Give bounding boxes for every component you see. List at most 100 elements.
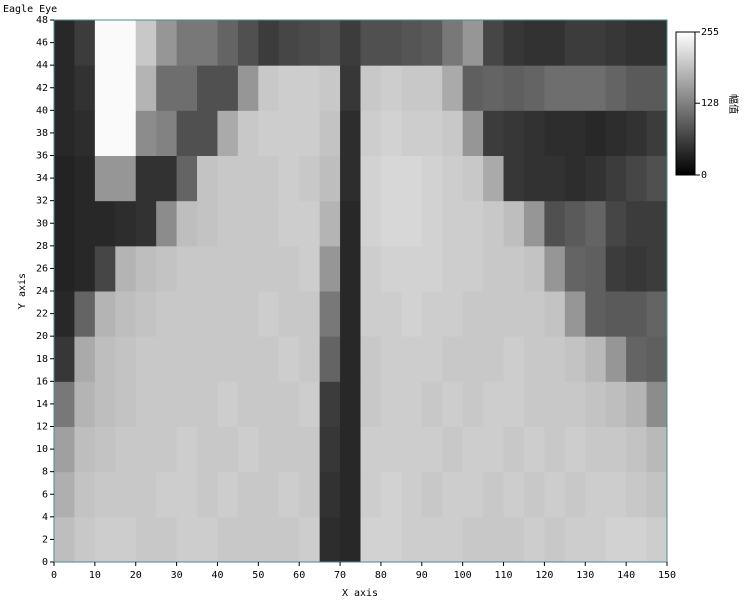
heat-cell	[442, 426, 464, 473]
heat-cell	[278, 426, 300, 473]
heat-cell	[523, 516, 545, 563]
y-tick-label: 6	[42, 489, 48, 500]
heat-cell	[319, 245, 341, 292]
heat-cell	[299, 291, 321, 337]
heat-cell	[421, 381, 443, 427]
heat-cell	[299, 110, 321, 156]
heat-cell	[94, 65, 116, 111]
heat-cell	[585, 200, 607, 247]
heat-cell	[278, 20, 300, 66]
heat-cell	[564, 110, 586, 156]
heat-cell	[278, 381, 300, 427]
heat-cell	[54, 200, 75, 247]
heat-cell	[523, 381, 545, 427]
heat-cell	[115, 381, 137, 427]
heat-cell	[646, 110, 668, 156]
heat-cell	[503, 65, 525, 111]
heat-cell	[544, 516, 566, 563]
heat-cell	[319, 516, 341, 563]
heat-cell	[340, 291, 361, 337]
heat-cell	[217, 471, 239, 518]
heat-cell	[523, 291, 545, 337]
heat-cell	[278, 200, 300, 247]
heat-cell	[585, 245, 607, 292]
heat-cell	[503, 20, 525, 66]
heat-cell	[176, 336, 198, 382]
heat-cell	[483, 155, 505, 202]
y-tick-label: 40	[36, 105, 48, 116]
heat-cell	[340, 20, 361, 66]
heat-cell	[156, 516, 178, 563]
heat-cell	[564, 471, 586, 518]
heat-cell	[74, 155, 96, 202]
y-tick-label: 8	[42, 467, 48, 478]
heat-cell	[503, 471, 525, 518]
heat-cell	[197, 20, 218, 66]
heat-cell	[54, 155, 75, 202]
heat-cell	[585, 516, 607, 563]
heat-cell	[176, 291, 198, 337]
heat-cell	[626, 65, 648, 111]
heat-cell	[94, 471, 116, 518]
heat-cell	[585, 291, 607, 337]
heat-cell	[135, 110, 157, 156]
heat-cell	[299, 516, 321, 563]
heat-cell	[340, 516, 361, 563]
y-tick-label: 0	[42, 557, 48, 568]
heat-cell	[319, 65, 341, 111]
heat-cell	[115, 65, 137, 111]
heat-cell	[299, 336, 321, 382]
heat-cell	[626, 516, 648, 563]
heat-cell	[462, 20, 484, 66]
heat-cell	[605, 245, 627, 292]
heat-cell	[176, 110, 198, 156]
heat-cell	[585, 426, 607, 473]
heat-cell	[115, 155, 137, 202]
heat-cell	[626, 110, 648, 156]
heat-cell	[340, 245, 361, 292]
heat-cell	[483, 110, 505, 156]
heat-cell	[176, 516, 198, 563]
y-tick-label: 12	[36, 422, 48, 433]
heat-cell	[197, 426, 218, 473]
heat-cell	[483, 516, 505, 563]
heat-cell	[258, 155, 280, 202]
heat-cell	[217, 291, 239, 337]
heat-cell	[605, 381, 627, 427]
heat-cell	[442, 381, 464, 427]
x-tick-label: 110	[495, 570, 513, 581]
heat-cell	[217, 381, 239, 427]
y-tick-label: 28	[36, 241, 48, 252]
heat-cell	[360, 291, 382, 337]
heat-cell	[94, 336, 116, 382]
heat-cell	[54, 516, 75, 563]
heat-cell	[278, 516, 300, 563]
heat-cell	[360, 20, 382, 66]
heat-cell	[217, 336, 239, 382]
heat-cell	[421, 110, 443, 156]
heat-cell	[380, 65, 402, 111]
heat-cell	[462, 426, 484, 473]
heat-cell	[503, 426, 525, 473]
heat-cell	[646, 471, 668, 518]
heat-cell	[299, 245, 321, 292]
heat-cell	[360, 336, 382, 382]
colorbar-tick-label: 128	[701, 98, 719, 109]
heat-cell	[442, 245, 464, 292]
heat-cell	[380, 245, 402, 292]
heat-cell	[605, 155, 627, 202]
heat-cell	[503, 516, 525, 563]
heat-cell	[626, 336, 648, 382]
y-tick-label: 30	[36, 218, 48, 229]
heat-cell	[646, 65, 668, 111]
heat-cell	[626, 155, 648, 202]
heat-cell	[135, 65, 157, 111]
heat-cell	[115, 471, 137, 518]
heat-cell	[54, 20, 75, 66]
heat-cell	[115, 336, 137, 382]
heat-cell	[523, 471, 545, 518]
heat-cell	[197, 65, 218, 111]
colorbar-tick-label: 0	[701, 170, 707, 181]
heat-cell	[237, 426, 259, 473]
